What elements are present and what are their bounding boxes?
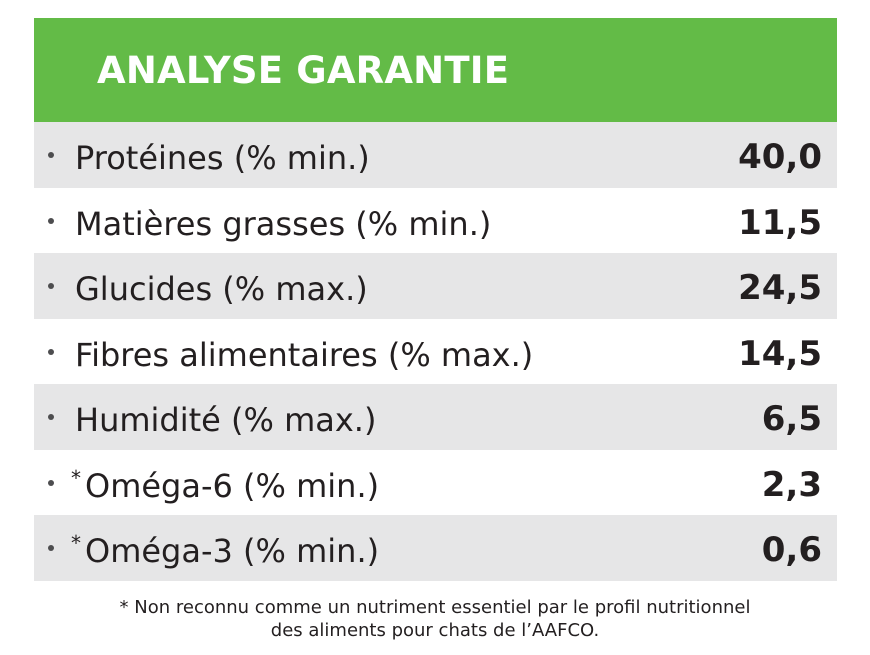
analysis-table: Protéines (% min.) 40,0 Matières grasses…: [34, 122, 837, 581]
bullet-icon: [48, 348, 54, 355]
bullet-icon: [48, 414, 54, 420]
bullet-icon: [48, 217, 54, 224]
header-banner: ANALYSE GARANTIE: [34, 18, 837, 122]
row-label: Glucides (% max.): [71, 270, 368, 307]
bullet-icon: [48, 283, 54, 289]
bullet-icon: [48, 152, 54, 158]
footnote-line: * Non reconnu comme un nutriment essenti…: [119, 597, 751, 618]
table-row: Protéines (% min.) 40,0: [34, 122, 837, 188]
row-value: 24,5: [738, 268, 822, 308]
table-row: Humidité (% max.) 6,5: [34, 384, 837, 450]
row-label: Matières grasses (% min.): [71, 205, 491, 242]
row-value: 11,5: [738, 202, 822, 243]
footnote: * Non reconnu comme un nutriment essenti…: [0, 596, 870, 642]
row-value: 6,5: [761, 399, 822, 439]
row-label: * Oméga-3 (% min.): [71, 532, 379, 569]
row-label-text: Protéines (% min.): [75, 139, 370, 177]
footnote-line: des aliments pour chats de l’AAFCO.: [270, 620, 600, 641]
row-label: * Oméga-6 (% min.): [71, 467, 379, 504]
row-value: 40,0: [738, 137, 822, 177]
row-asterisk: *: [71, 531, 81, 555]
table-row: * Oméga-6 (% min.) 2,3: [34, 450, 837, 516]
row-label-text: Humidité (% max.): [75, 401, 377, 439]
table-row: * Oméga-3 (% min.) 0,6: [34, 515, 837, 581]
row-value: 0,6: [761, 530, 822, 570]
row-value: 2,3: [761, 464, 822, 505]
row-asterisk: *: [71, 465, 81, 490]
row-label-text: Glucides (% max.): [75, 270, 368, 308]
row-label: Fibres alimentaires (% max.): [71, 336, 533, 373]
table-row: Fibres alimentaires (% max.) 14,5: [34, 319, 837, 385]
table-row: Matières grasses (% min.) 11,5: [34, 188, 837, 254]
table-row: Glucides (% max.) 24,5: [34, 253, 837, 319]
row-label: Protéines (% min.): [71, 139, 370, 176]
bullet-icon: [48, 479, 54, 486]
header-title: ANALYSE GARANTIE: [97, 49, 510, 92]
row-label-text: Oméga-6 (% min.): [85, 466, 380, 505]
row-label-text: Oméga-3 (% min.): [85, 532, 380, 570]
row-label: Humidité (% max.): [71, 401, 376, 438]
guaranteed-analysis-panel: ANALYSE GARANTIE Protéines (% min.) 40,0…: [34, 18, 837, 581]
row-value: 14,5: [738, 333, 822, 374]
row-label-text: Matières grasses (% min.): [75, 204, 492, 243]
bullet-icon: [48, 545, 54, 551]
row-label-text: Fibres alimentaires (% max.): [75, 335, 534, 374]
